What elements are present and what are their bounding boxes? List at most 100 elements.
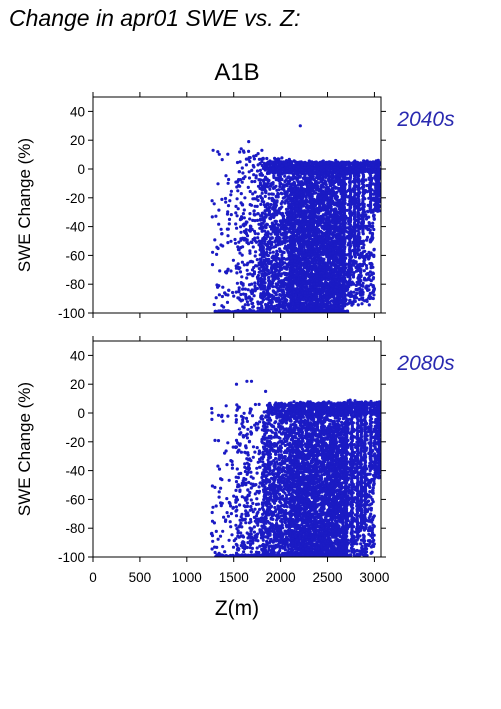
data-point [321,271,325,275]
data-point [329,266,333,270]
data-point [266,202,270,206]
data-point [250,168,254,172]
data-point [313,204,317,208]
data-point [238,160,242,164]
data-point [272,214,276,218]
data-point [279,219,283,223]
data-point [263,194,267,198]
data-point [335,195,339,199]
data-point [237,170,241,174]
data-point [265,156,269,161]
data-point [355,251,359,255]
data-point [224,293,228,297]
data-point [266,286,270,290]
data-point [311,177,315,181]
data-point [249,225,253,229]
data-point [240,202,244,206]
data-point [261,245,265,249]
data-point [283,195,287,199]
data-point [288,216,293,221]
data-point [252,173,256,177]
data-point [303,213,307,217]
data-point [226,241,230,245]
data-point [244,157,248,161]
data-point [282,290,286,294]
data-point [269,246,273,250]
data-point [306,272,310,276]
data-point [241,171,245,175]
data-point [305,177,309,182]
data-point [317,216,321,221]
data-point [253,179,257,184]
data-point [279,281,283,285]
data-point [275,200,279,204]
data-point [306,279,310,283]
data-point [235,180,239,184]
data-point [292,244,296,248]
data-point [295,236,299,241]
data-point [266,268,270,273]
data-point [322,197,326,201]
data-point [214,296,218,300]
data-point [316,257,320,262]
data-point [302,297,306,302]
data-point [280,272,284,276]
data-point [305,200,309,204]
data-point [318,271,322,275]
data-point [240,298,245,302]
data-point [258,239,262,243]
data-point [264,237,268,241]
data-point [247,156,251,160]
data-point [313,214,318,218]
data-point [284,207,289,211]
data-point [320,277,324,282]
data-point [242,263,246,267]
data-point [248,217,252,221]
data-point [323,247,327,252]
data-point [256,279,260,283]
data-point [244,295,248,299]
data-point [276,277,280,281]
data-point [244,232,249,236]
data-point [285,272,289,276]
data-point [234,211,238,215]
data-point [327,217,331,221]
data-point [280,296,284,301]
data-point [325,236,329,241]
data-point [246,185,250,189]
data-point [308,192,312,196]
data-point [263,285,267,289]
data-point [325,295,329,299]
data-point [281,222,285,226]
data-point [279,285,283,289]
data-point [239,225,243,229]
data-point [285,303,289,307]
data-point [266,254,270,258]
data-point [289,189,293,193]
data-point [333,243,337,247]
data-point [274,299,278,303]
data-point [305,187,309,191]
data-point [269,202,273,207]
data-point [328,178,332,183]
data-point [262,265,266,270]
data-point [278,230,282,234]
data-point [312,289,316,293]
data-point [295,215,299,219]
data-point [268,187,272,191]
data-point [309,271,313,275]
data-point [268,271,272,275]
data-point [282,293,286,297]
data-point [274,259,278,263]
data-point [245,240,249,244]
data-point [336,199,340,203]
data-point [262,203,266,207]
data-point [322,274,326,278]
data-point [256,232,260,236]
data-point [283,246,287,250]
data-point [278,178,282,182]
data-point [285,191,289,195]
data-point [282,299,286,303]
